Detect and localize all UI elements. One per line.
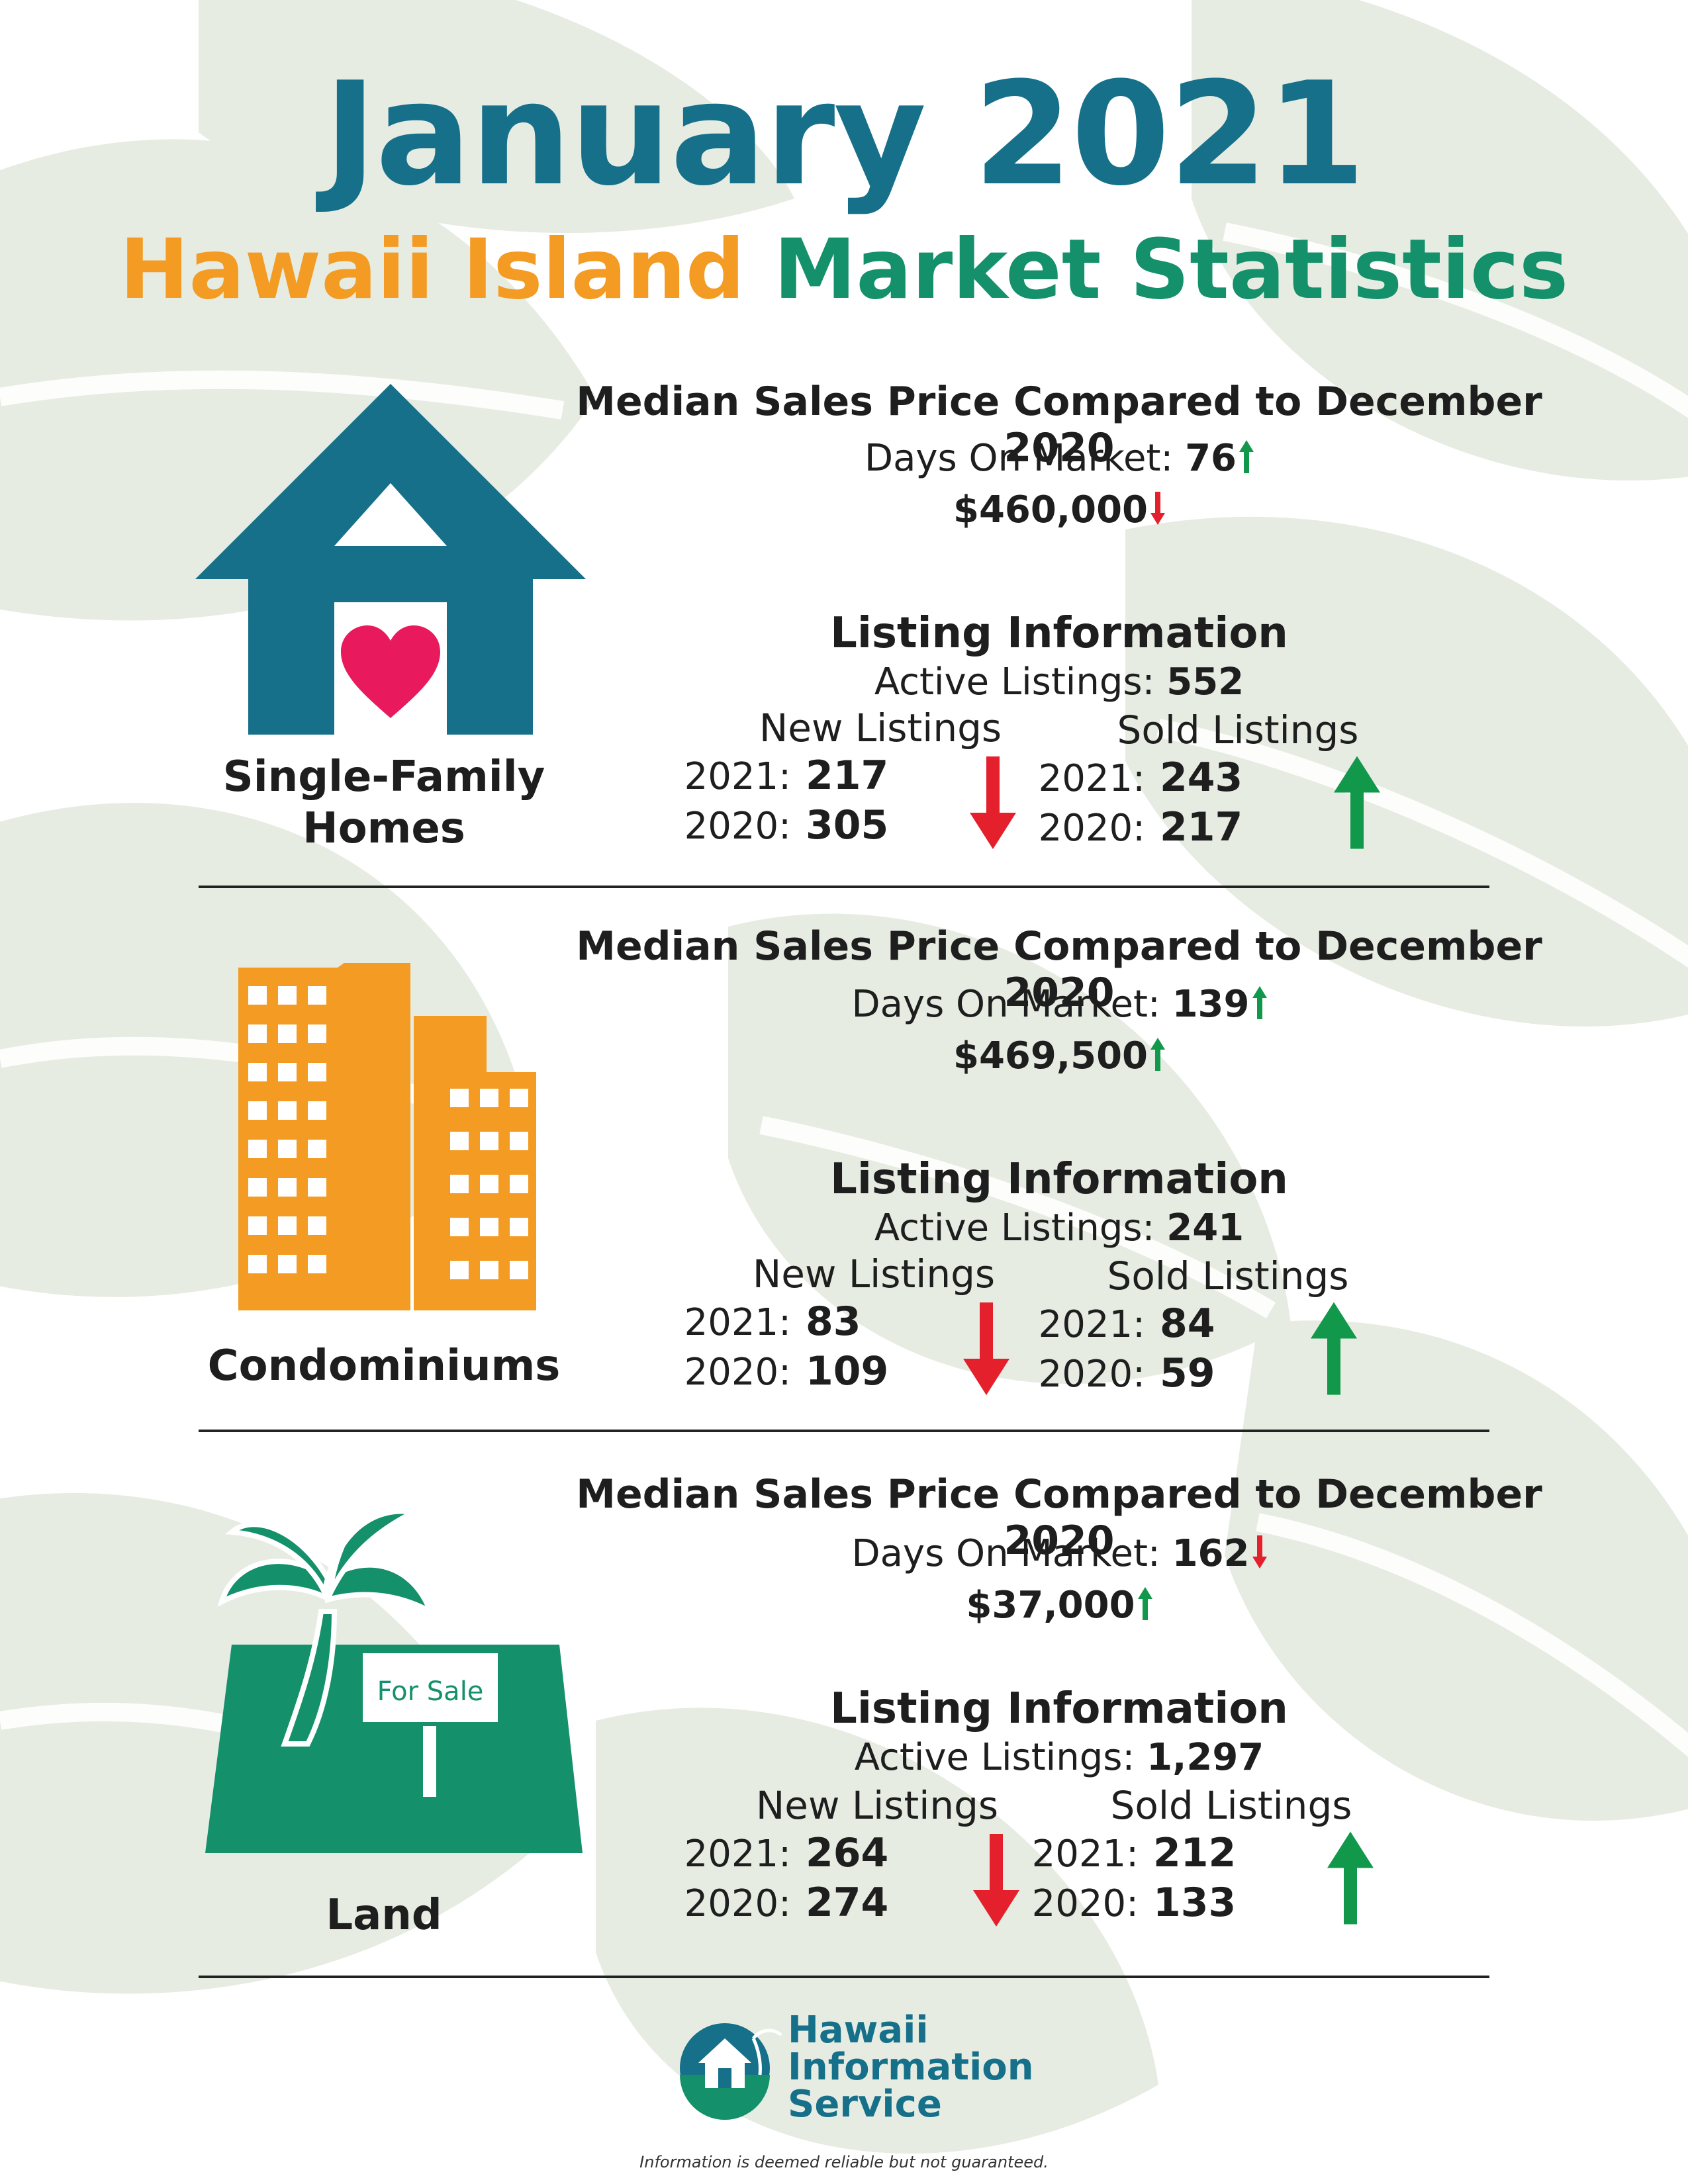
category-label-condominiums: Condominiums	[207, 1342, 561, 1390]
logo-text: Hawaii Information Service	[788, 2009, 1034, 2126]
page-subtitle: Hawaii Island Market Statistics	[0, 228, 1688, 311]
median-title: Median Sales Price Compared to December …	[576, 1471, 1542, 1564]
house-icon	[195, 384, 586, 735]
sold-listings-label: Sold Listings	[1110, 1783, 1352, 1828]
page-title: January 2021	[324, 51, 1366, 217]
new-listings-2020: 2020: 274	[684, 1880, 889, 1926]
new-listings-2020: 2020: 305	[684, 802, 889, 848]
active-listings: Active Listings: 1,297	[854, 1736, 1264, 1779]
section-land: For Sale Land Median Sales Price Compare…	[0, 1466, 1688, 2009]
arrow-up-icon	[1137, 1587, 1152, 1620]
heart-icon	[341, 625, 440, 718]
condominium-buildings-icon	[238, 963, 536, 1310]
category-label-land: Land	[326, 1891, 442, 1940]
arrow-down-icon	[973, 1834, 1019, 1927]
new-listings-label: New Listings	[752, 1251, 996, 1297]
arrow-up-icon	[1150, 1038, 1166, 1071]
arrow-down-icon	[1150, 492, 1166, 525]
new-listings-2020: 2020: 109	[684, 1348, 889, 1394]
new-listings-label: New Listings	[759, 705, 1002, 751]
category-label-single-family: Single-Family Homes	[222, 752, 545, 853]
median-title: Median Sales Price Compared to December …	[576, 379, 1542, 471]
new-listings-label: New Listings	[755, 1783, 999, 1828]
days-on-market: Days On Market: 162	[530, 1532, 1589, 1576]
median-price: $460,000	[530, 488, 1589, 532]
arrow-down-icon	[963, 1302, 1009, 1395]
arrow-down-icon	[1252, 1535, 1267, 1569]
days-on-market: Days On Market: 139	[530, 983, 1589, 1026]
arrow-down-icon	[970, 756, 1016, 849]
sold-listings-2020: 2020: 59	[1038, 1350, 1215, 1396]
sold-listings-2021: 2021: 84	[1038, 1300, 1215, 1347]
active-listings: Active Listings: 241	[874, 1206, 1244, 1250]
sold-listings-2020: 2020: 217	[1038, 804, 1243, 850]
arrow-up-icon	[1311, 1302, 1357, 1395]
new-listings-2021: 2021: 217	[684, 752, 889, 799]
median-title: Median Sales Price Compared to December …	[576, 923, 1542, 1016]
listing-info-title: Listing Information	[830, 1155, 1288, 1204]
subtitle-hawaii-island: Hawaii Island	[119, 222, 745, 318]
new-listings-2021: 2021: 264	[684, 1830, 889, 1876]
arrow-up-icon	[1252, 986, 1267, 1019]
median-price: $37,000	[530, 1584, 1589, 1627]
section-divider	[199, 886, 1489, 888]
hawaii-information-service-logo	[680, 2023, 782, 2120]
arrow-up-icon	[1239, 440, 1254, 473]
sold-listings-2021: 2021: 212	[1031, 1830, 1237, 1876]
section-divider	[199, 1430, 1489, 1432]
arrow-up-icon	[1334, 756, 1380, 849]
sold-listings-2020: 2020: 133	[1031, 1880, 1237, 1926]
new-listings-2021: 2021: 83	[684, 1298, 861, 1345]
listing-info-title: Listing Information	[830, 609, 1288, 658]
sold-listings-label: Sold Listings	[1117, 707, 1359, 752]
disclaimer: Information is deemed reliable but not g…	[639, 2153, 1049, 2171]
subtitle-market-statistics: Market Statistics	[773, 222, 1569, 318]
palm-tree-land-icon	[205, 1508, 583, 1853]
arrow-up-icon	[1327, 1831, 1374, 1925]
section-condominiums: Condominiums Median Sales Price Compared…	[0, 917, 1688, 1459]
for-sale-sign-text: For Sale	[377, 1676, 484, 1707]
active-listings: Active Listings: 552	[874, 660, 1244, 704]
days-on-market: Days On Market: 76	[530, 437, 1589, 480]
section-single-family-homes: Single-Family Homes Median Sales Price C…	[0, 371, 1688, 913]
sold-listings-label: Sold Listings	[1107, 1253, 1349, 1298]
listing-info-title: Listing Information	[830, 1684, 1288, 1733]
sold-listings-2021: 2021: 243	[1038, 754, 1243, 801]
median-price: $469,500	[530, 1034, 1589, 1078]
section-divider	[199, 1976, 1489, 1978]
